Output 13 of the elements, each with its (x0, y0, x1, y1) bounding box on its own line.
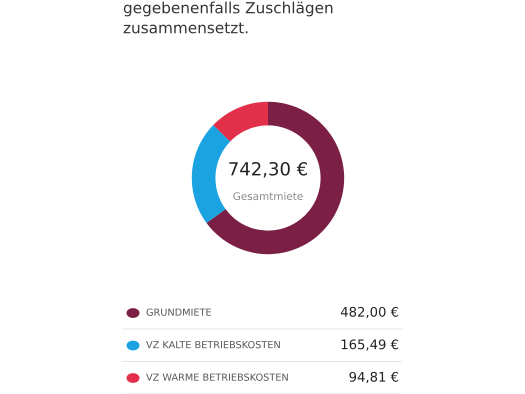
text: gegebenenfalls Zuschlägen (124, 2, 332, 16)
donut-slice (213, 102, 268, 142)
legend-label: GRUNDMIETE (146, 308, 212, 316)
donut-slice (192, 125, 230, 224)
data-label: 94,81 € (349, 372, 398, 384)
text: 742,30 € (229, 162, 308, 178)
data-label: 482,00 € (340, 306, 398, 318)
legend-label: VZ WARME BETRIEBSKOSTEN (146, 373, 288, 381)
text: Gesamtmiete (233, 192, 303, 200)
text: zusammensetzt. (124, 22, 248, 34)
legend-label: VZ KALTE BETRIEBSKOSTEN (146, 340, 280, 348)
data-label: 165,49 € (342, 339, 398, 351)
donut-slice (206, 102, 344, 254)
